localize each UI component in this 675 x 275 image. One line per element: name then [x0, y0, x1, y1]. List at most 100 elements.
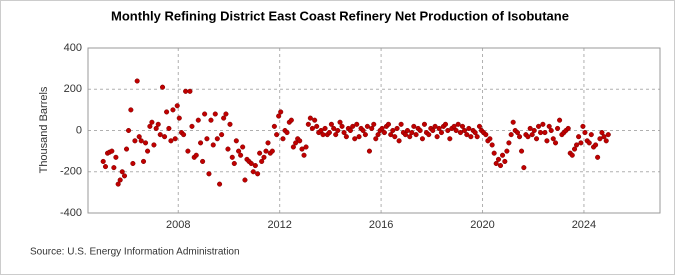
data-point: [576, 134, 582, 140]
data-point: [364, 123, 370, 129]
data-point: [495, 156, 502, 162]
data-point: [398, 121, 404, 127]
data-point: [290, 144, 296, 150]
data-point: [240, 144, 246, 150]
data-point: [347, 127, 353, 134]
y-tick-label: 200: [64, 83, 82, 95]
data-point: [540, 121, 546, 127]
data-point: [516, 134, 523, 140]
data-point: [521, 165, 527, 171]
data-point: [117, 177, 123, 183]
data-point: [174, 103, 180, 109]
data-point: [536, 123, 542, 129]
data-point: [119, 169, 125, 175]
data-point: [225, 146, 231, 152]
data-point: [510, 119, 516, 125]
data-point: [555, 125, 561, 131]
data-point: [343, 134, 349, 140]
data-point: [242, 177, 248, 183]
data-point: [483, 132, 489, 138]
data-point: [411, 123, 417, 129]
data-point: [565, 125, 571, 131]
data-point: [132, 138, 138, 144]
data-point: [123, 146, 130, 152]
data-point: [166, 125, 172, 131]
data-point: [314, 123, 320, 129]
data-point: [588, 132, 594, 138]
data-point: [261, 154, 267, 160]
data-point: [172, 136, 178, 142]
data-point: [474, 134, 480, 140]
data-point: [157, 132, 163, 138]
data-point: [269, 148, 275, 154]
data-point: [331, 125, 337, 131]
data-point: [442, 121, 449, 127]
data-point: [508, 132, 514, 138]
data-point: [221, 115, 227, 121]
data-point: [111, 165, 117, 171]
data-point: [155, 121, 161, 127]
data-point: [569, 152, 575, 158]
data-point: [168, 138, 174, 144]
data-point: [183, 88, 189, 94]
data-point: [102, 164, 109, 170]
data-point: [434, 134, 440, 140]
data-point: [312, 117, 318, 123]
x-tick-label: 2020: [470, 219, 494, 231]
data-point: [461, 127, 468, 134]
data-point: [265, 140, 271, 146]
data-point: [143, 140, 149, 146]
data-point: [506, 140, 512, 146]
data-point: [457, 130, 464, 136]
data-point: [280, 136, 286, 142]
data-point: [153, 125, 159, 131]
x-tick-label: 2008: [166, 219, 190, 231]
data-point: [597, 136, 603, 142]
data-point: [140, 158, 147, 164]
data-point: [303, 144, 309, 150]
data-point: [379, 125, 385, 131]
data-point: [134, 78, 140, 84]
x-tick-label: 2024: [572, 219, 596, 231]
data-point: [582, 130, 588, 136]
data-point: [229, 154, 235, 160]
data-point: [468, 134, 474, 140]
data-point: [130, 160, 136, 167]
data-point: [271, 123, 277, 129]
data-point: [499, 152, 506, 158]
data-point: [519, 148, 525, 154]
data-point: [176, 115, 182, 121]
data-point: [299, 146, 305, 152]
data-point: [472, 130, 478, 136]
data-point: [388, 132, 394, 138]
data-point: [100, 158, 106, 164]
data-point: [214, 136, 220, 142]
data-point: [126, 127, 132, 134]
data-point: [231, 160, 237, 167]
data-point: [109, 148, 115, 154]
data-point: [476, 123, 483, 129]
data-point: [459, 123, 466, 129]
data-point: [574, 142, 580, 148]
data-point: [392, 134, 398, 140]
data-point: [212, 111, 218, 117]
data-point: [599, 130, 605, 136]
data-point: [326, 130, 332, 136]
data-point: [409, 130, 415, 136]
data-point: [309, 125, 315, 131]
data-point: [259, 158, 265, 164]
data-point: [202, 111, 208, 117]
data-point: [288, 117, 294, 123]
data-point: [187, 88, 193, 94]
data-point: [538, 130, 544, 136]
data-point: [189, 123, 195, 129]
data-point: [493, 160, 499, 167]
data-point: [455, 121, 461, 127]
data-point: [438, 130, 444, 136]
data-point: [546, 123, 552, 129]
data-point: [451, 123, 457, 129]
data-point: [138, 138, 144, 144]
data-point: [162, 134, 168, 140]
data-point: [407, 134, 413, 140]
